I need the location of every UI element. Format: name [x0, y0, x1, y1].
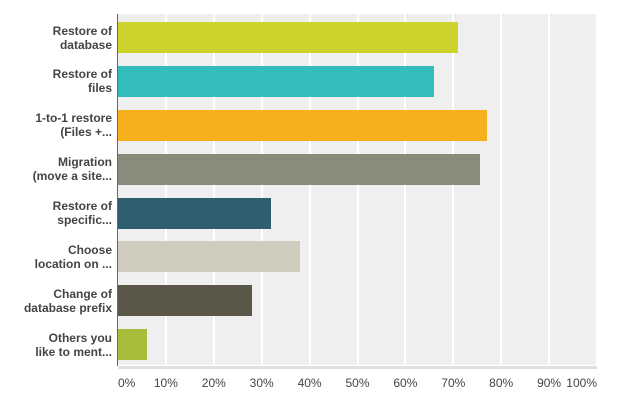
category-label: 1-to-1 restore (Files +... — [0, 110, 112, 141]
gridline — [164, 14, 167, 365]
x-tick-label: 70% — [441, 376, 466, 390]
category-label: Change of database prefix — [0, 285, 112, 316]
category-label-line: (Files +... — [60, 125, 112, 140]
x-tick-label: 20% — [201, 376, 226, 390]
bar-1-to-1-restore-files — [118, 109, 487, 141]
category-label-line: (move a site... — [32, 169, 112, 184]
category-label-line: Restore of — [52, 199, 112, 213]
category-label-line: 1-to-1 restore — [35, 111, 112, 126]
category-label-line: Restore of — [52, 67, 112, 82]
x-tick-label: 50% — [345, 376, 370, 390]
category-label: Restore of files — [0, 66, 112, 97]
gridline — [260, 14, 263, 365]
bar-choose-location-on — [118, 241, 301, 273]
gridline — [548, 14, 551, 365]
category-label: Restore of specific... — [0, 198, 112, 229]
category-label-line: database — [59, 37, 112, 52]
category-label-line: files — [87, 81, 112, 96]
bar-change-of-database-prefix — [118, 285, 253, 317]
gridline — [452, 14, 455, 365]
x-tick-label: 30% — [249, 376, 274, 390]
category-label: Choose location on ... — [0, 241, 112, 272]
category-label: Migration (move a site... — [0, 154, 112, 185]
x-tick-label: 80% — [489, 376, 514, 390]
x-axis-baseline — [118, 366, 597, 369]
bar-others-you-like-to-ment — [118, 329, 147, 361]
x-tick-label: 60% — [393, 376, 418, 390]
gridline — [308, 14, 311, 365]
category-label: Others you like to ment... — [0, 329, 112, 360]
category-label-line: Choose — [67, 242, 112, 257]
category-label-line: specific... — [57, 213, 112, 227]
x-tick-label: 10% — [153, 376, 178, 390]
x-tick-label: 0% — [118, 376, 136, 390]
category-label-line: Others you — [48, 330, 112, 345]
category-label-line: location on ... — [34, 256, 112, 271]
x-tick-label: 100% — [566, 376, 597, 390]
x-tick-label: 90% — [537, 376, 562, 390]
category-label-line: database prefix — [23, 300, 112, 315]
category-label-line: Restore of — [52, 23, 112, 38]
category-label-line: Migration — [58, 155, 112, 170]
bar-restore-of-database — [118, 22, 459, 53]
category-label-line: Change of — [53, 286, 112, 301]
gridline — [500, 14, 503, 365]
bar-restore-of-specific — [118, 197, 272, 229]
y-axis-line — [117, 14, 118, 366]
gridline — [356, 14, 359, 365]
gridline — [404, 14, 407, 365]
bar-restore-of-files — [118, 65, 435, 97]
gridline — [212, 14, 215, 365]
x-tick-label: 40% — [297, 376, 322, 390]
plot-area — [118, 14, 597, 365]
category-label: Restore of database — [0, 22, 112, 53]
bar-migration-move-a-site — [118, 153, 480, 185]
gridline — [596, 14, 597, 365]
category-label-line: like to ment... — [35, 344, 112, 359]
